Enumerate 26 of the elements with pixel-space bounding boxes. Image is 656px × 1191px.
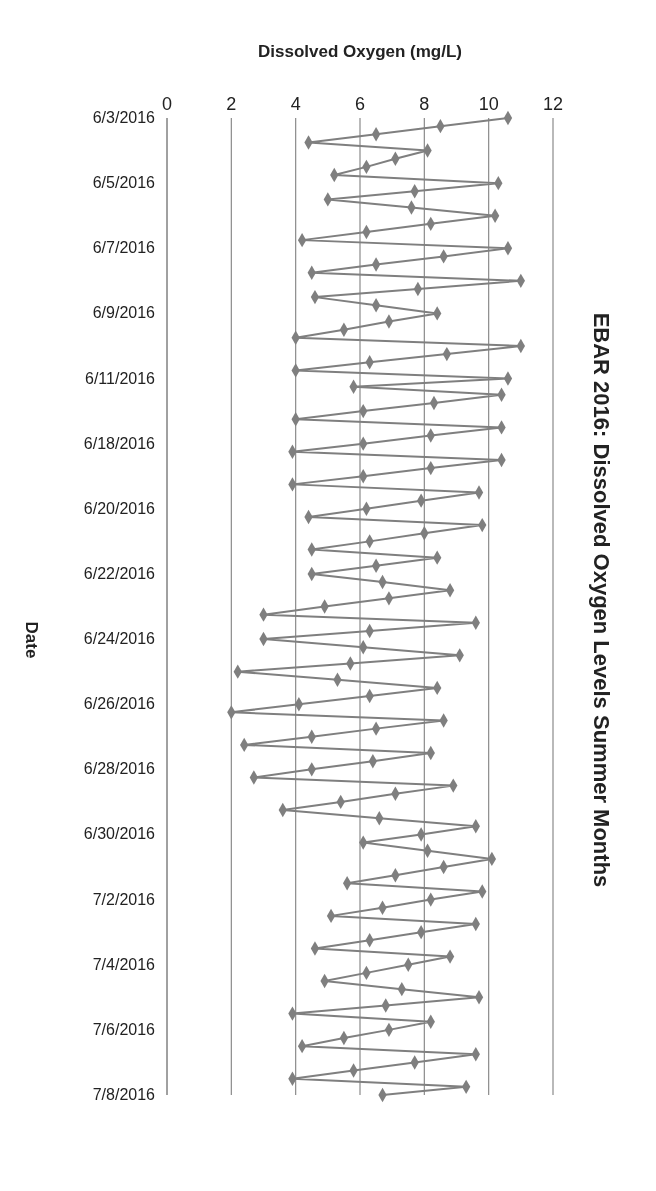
x-tick-label: 12 (542, 94, 564, 114)
x-tick-label: 2 (226, 94, 237, 114)
y-tick-label: 7/6/2016 (92, 1020, 156, 1038)
y-tick-label: 7/8/2016 (92, 1086, 156, 1103)
y-tick-label: 6/5/2016 (92, 174, 156, 192)
y-tick-label: 6/7/2016 (92, 239, 156, 257)
y-tick-label: 7/4/2016 (92, 955, 156, 973)
y-tick-label: 6/22/2016 (83, 564, 156, 582)
y-tick-label: 6/9/2016 (92, 304, 156, 322)
y-tick-label: 6/28/2016 (83, 760, 156, 778)
y-tick-label: 6/3/2016 (92, 109, 156, 126)
x-tick-label: 6 (354, 94, 366, 114)
y-tick-label: 6/11/2016 (85, 369, 156, 387)
x-axis-title: Dissolved Oxygen (mg/L) (257, 42, 463, 62)
x-tick-label: 4 (290, 94, 301, 114)
y-tick-label: 7/2/2016 (92, 890, 156, 908)
y-tick-label: 6/24/2016 (83, 630, 156, 648)
text: EBAR 2016: Dissolved Oxygen Levels Summer Months (589, 312, 615, 888)
x-tick-label: 8 (419, 94, 430, 114)
y-tick-label: 6/20/2016 (83, 499, 156, 517)
y-tick-label: 6/26/2016 (83, 695, 156, 713)
x-tick-label: 10 (478, 94, 499, 114)
x-tick-label: 0 (161, 94, 173, 114)
y-axis-title: Date (21, 621, 41, 659)
y-tick-label: 6/30/2016 (83, 825, 156, 843)
y-tick-label: 6/18/2016 (83, 434, 156, 452)
